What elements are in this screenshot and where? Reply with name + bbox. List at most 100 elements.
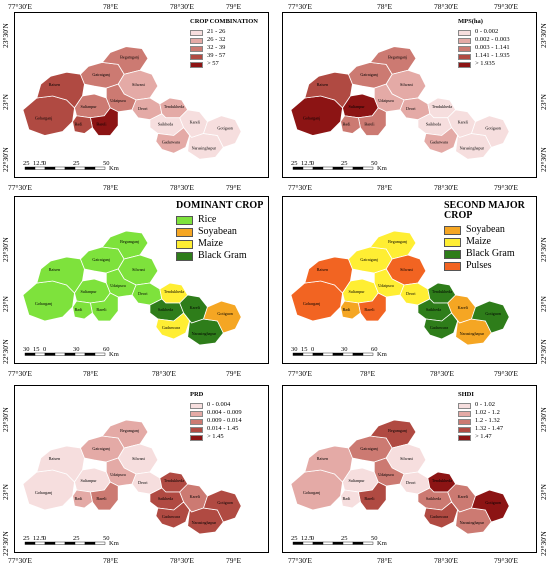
district-map: Goharganj Raisen Sultanpur Gairatganj Begamg… [290, 419, 510, 547]
district-label: Badi [343, 122, 352, 127]
lat-label: 23°N [1, 94, 10, 110]
scale-label: 25 [291, 160, 298, 167]
district-map: Goharganj Raisen Sultanpur Gairatganj Begamg… [290, 230, 510, 358]
legend-item: > 1.47 [458, 434, 503, 442]
district-label: Raisen [49, 456, 61, 461]
district-label: Begamganj [388, 54, 407, 59]
lon-label: 77°30'E [8, 2, 32, 11]
district-label: Gairatganj [360, 257, 378, 262]
legend-swatch [176, 251, 193, 261]
district-gotigaon [470, 300, 510, 334]
legend-swatch [190, 410, 203, 417]
legend-label: Black Gram [466, 248, 515, 259]
scale-label: 15 [301, 346, 308, 353]
scale-unit: Km [109, 165, 119, 172]
district-label: Sultanpur [80, 478, 97, 483]
scale-unit: Km [377, 540, 387, 547]
scale-label: 25 [73, 535, 80, 542]
district-label: Silwani [132, 82, 146, 87]
lon-label: 79°30'E [494, 2, 518, 11]
lat-label: 23°30'N [1, 237, 10, 262]
district-gotigaon [202, 115, 242, 148]
scale-label: 25 [23, 160, 30, 167]
scale-label: 50 [371, 160, 378, 167]
legend-swatch [458, 418, 471, 425]
district-label: Raisen [317, 456, 329, 461]
legend-swatch [176, 227, 193, 237]
district-label: Begamganj [388, 239, 407, 244]
district-label: Raisen [49, 82, 60, 87]
legend-item: 0 - 0.002 [458, 29, 510, 37]
district-label: Gotigaon [217, 126, 232, 131]
district-begamganj [101, 419, 149, 449]
legend-title: DOMINANT CROP [176, 200, 264, 211]
district-label: Saikheda [158, 122, 173, 127]
lon-label: 79°E [226, 183, 242, 192]
lat-label: 23°N [539, 94, 548, 110]
district-label: Sultanpur [80, 289, 97, 294]
legend-swatch [190, 418, 203, 425]
legend-swatch [190, 426, 203, 433]
legend-item: Black Gram [176, 250, 264, 262]
lat-label: 23°N [539, 484, 548, 500]
district-label: Tendukheda [432, 289, 452, 294]
district-badi [340, 115, 361, 134]
district-label: Deori [138, 480, 148, 485]
lon-label: 77°30'E [288, 369, 312, 378]
district-label: Begamganj [388, 428, 407, 433]
district-label: Bareli [96, 496, 107, 501]
legend-item: 0.004 - 0.009 [190, 410, 242, 418]
district-label: Gadarwara [430, 514, 448, 519]
legend-swatch [190, 402, 203, 409]
district-label: Tendukheda [164, 104, 184, 109]
district-label: Gotigaon [217, 500, 233, 505]
district-label: Bareli [364, 496, 375, 501]
district-begamganj [369, 46, 417, 75]
legend-swatch [190, 37, 203, 44]
legend-label: 32 - 39 [207, 44, 226, 52]
district-label: Sultanpur [348, 478, 365, 483]
district-label: Tendukheda [164, 289, 184, 294]
district-label: Sultanpur [348, 289, 365, 294]
district-label: Bareli [364, 307, 375, 312]
lon-label: 78°E [83, 369, 99, 378]
legend-label: > 57 [207, 60, 219, 68]
lon-label: 78°E [360, 369, 376, 378]
lon-label: 78°30'E [430, 369, 454, 378]
legend-label: Soyabean [198, 226, 237, 237]
district-label: Gotigaon [217, 311, 233, 316]
lon-label: 78°30'E [434, 2, 458, 11]
legend-swatch [458, 45, 471, 52]
lon-label: 78°30'E [152, 369, 176, 378]
district-badi [72, 300, 93, 320]
district-label: Begamganj [120, 428, 139, 433]
lat-label: 22°30'N [539, 147, 548, 172]
district-label: Udaipura [378, 472, 394, 477]
lon-label: 77°30'E [8, 183, 32, 192]
district-label: Goharganj [35, 301, 52, 306]
district-label: Narasinghapur [460, 331, 485, 336]
district-label: Narasinghapur [192, 331, 217, 336]
scale-label: 25 [341, 535, 348, 542]
legend-title: SHDI [458, 391, 474, 398]
district-map: Goharganj Raisen Sultanpur Gairatganj Begamg… [22, 419, 242, 547]
district-gadarwara [423, 312, 459, 340]
legend-item: 0.014 - 1.45 [190, 426, 242, 434]
scale-label: 0 [311, 160, 314, 167]
lon-label: 79°E [226, 369, 242, 378]
scale-label: 12.5 [301, 535, 312, 542]
lat-label: 23°30'N [539, 407, 548, 432]
district-gotigaon [202, 300, 242, 334]
scale-label: 25 [341, 160, 348, 167]
lon-label: 79°E [226, 556, 242, 565]
scale-label: 15 [33, 346, 40, 353]
district-label: Silwani [400, 82, 414, 87]
district-label: Raisen [49, 267, 61, 272]
district-label: Kareli [190, 120, 201, 125]
lon-label: 77°30'E [288, 556, 312, 565]
district-label: Gairatganj [92, 72, 110, 77]
district-gadarwara [155, 127, 191, 154]
